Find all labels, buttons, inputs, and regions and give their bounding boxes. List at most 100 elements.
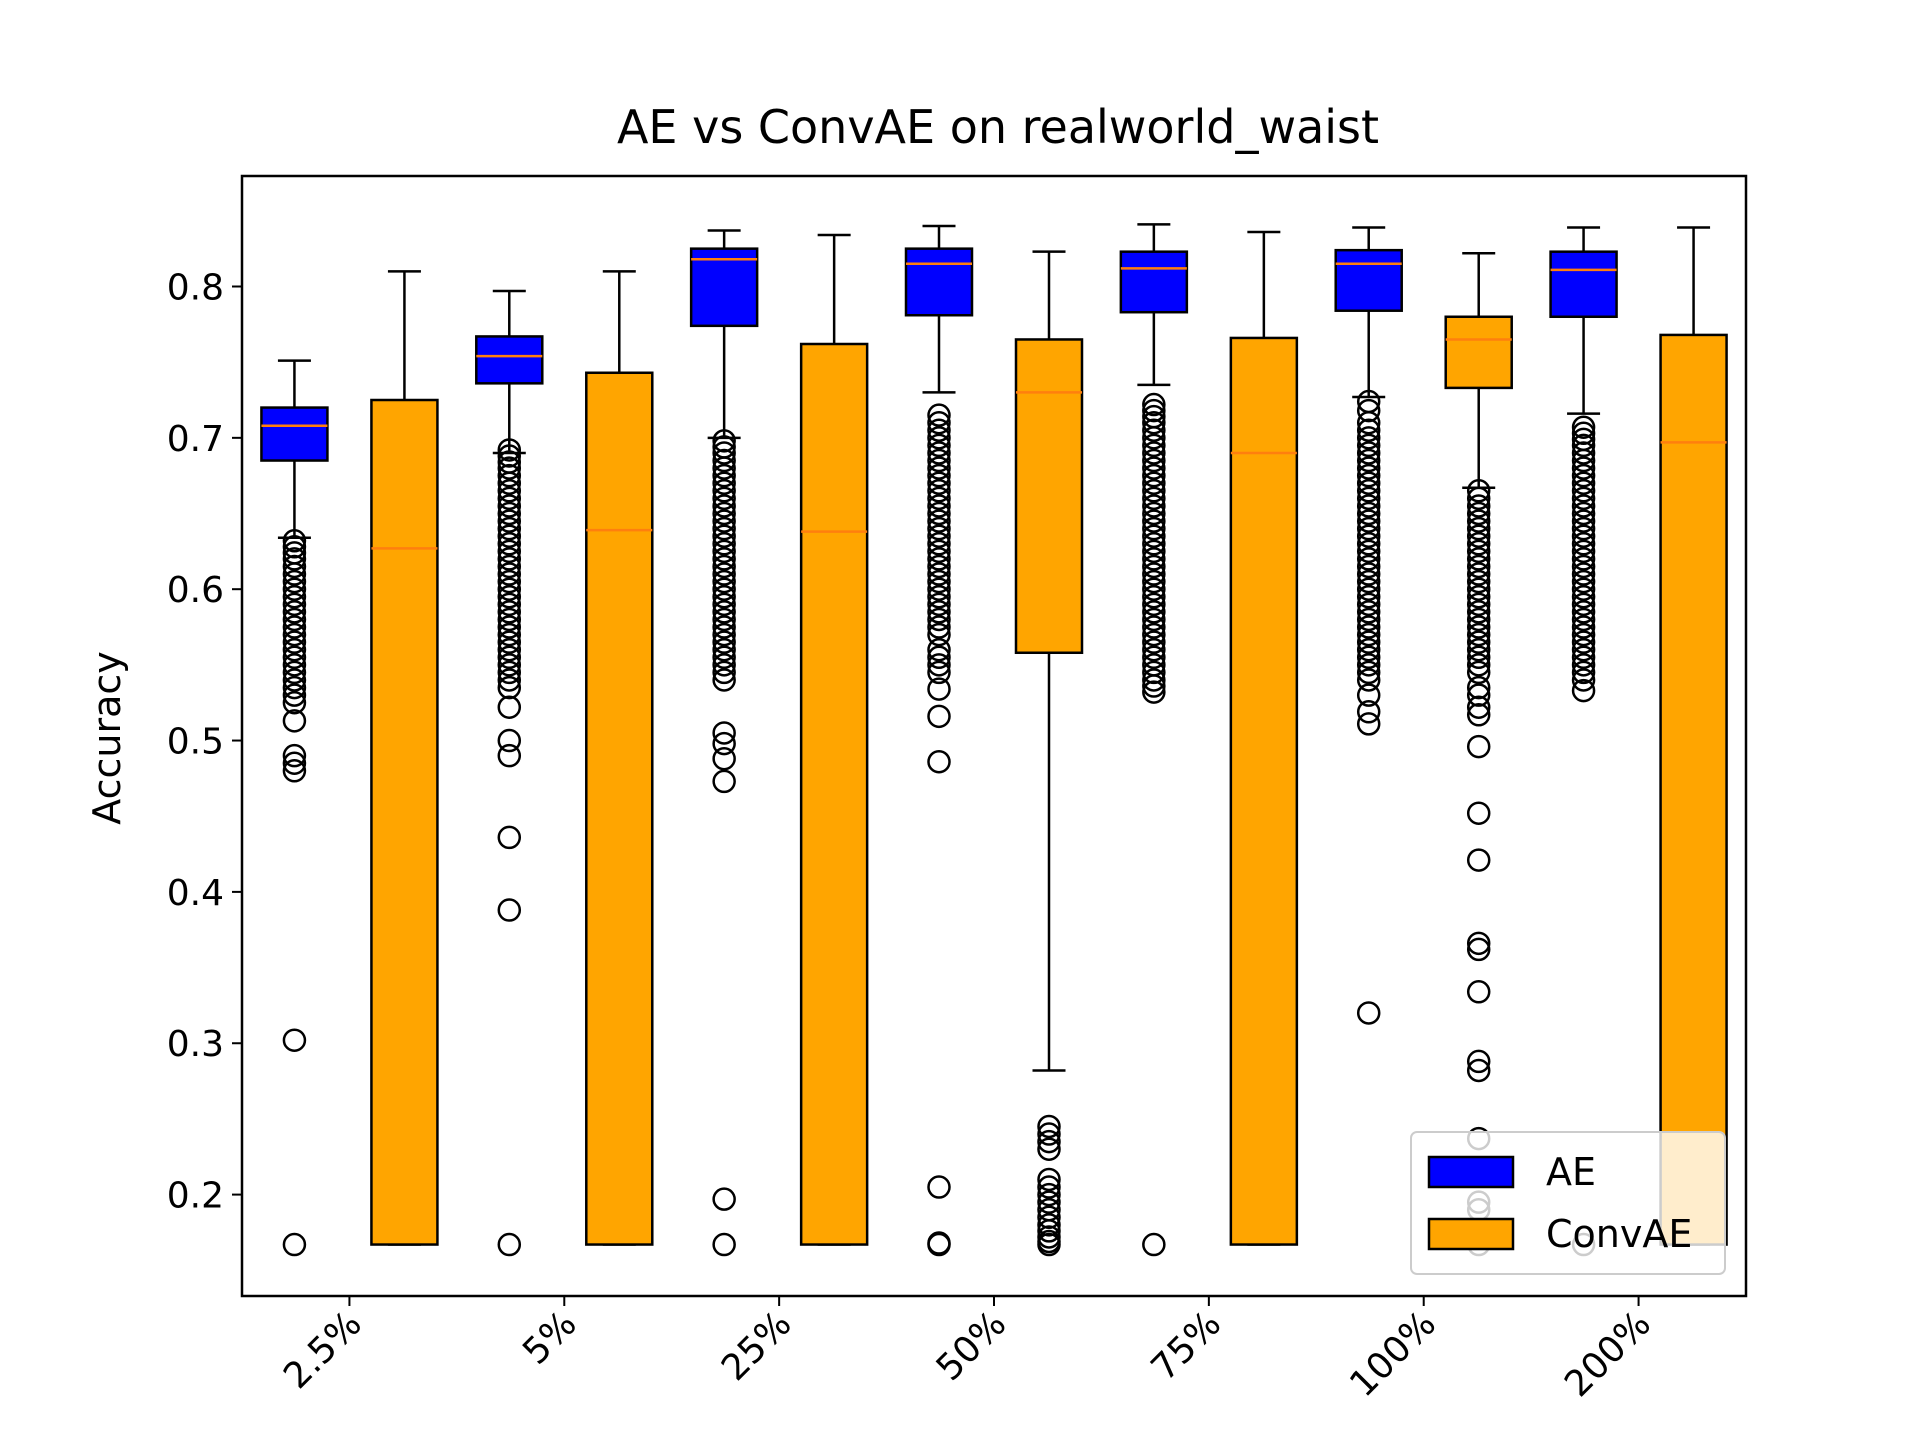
ae-outlier-point	[927, 577, 951, 601]
convae-box-2	[585, 270, 654, 1246]
ae-outlier-point	[712, 592, 736, 617]
ae-outlier-point	[1571, 479, 1596, 503]
convae-outlier-point	[1466, 569, 1491, 594]
ae-outlier-point	[712, 607, 736, 632]
ae-outlier-point	[1356, 554, 1381, 579]
convae-outlier-point	[1466, 931, 1491, 956]
ae-box-1	[260, 359, 329, 1257]
ae-outlier-point	[927, 749, 951, 774]
ae-box-6	[1334, 226, 1403, 1025]
convae-outlier-point	[1466, 562, 1491, 586]
ae-outlier-point	[1571, 577, 1596, 601]
convae-outlier-point	[1466, 937, 1491, 962]
ae-outlier-point	[927, 677, 951, 701]
ae-outlier-point	[282, 554, 307, 579]
ae-outlier-point	[1142, 674, 1166, 698]
ae-outlier-point	[497, 630, 522, 654]
ae-outlier-point	[497, 532, 522, 556]
ae-outlier-point	[282, 668, 307, 692]
ae-outlier-point	[497, 743, 522, 768]
ae-outlier-point	[282, 1028, 307, 1052]
ae-outlier-point	[1571, 554, 1596, 579]
ae-outlier-point	[1571, 494, 1596, 518]
ae-outlier-point	[1142, 562, 1166, 586]
ae-outlier-point	[927, 448, 951, 473]
ae-outlier-point	[927, 569, 951, 594]
ae-outlier-point	[1142, 501, 1166, 526]
y-tick-label: 0.2	[167, 1176, 224, 1217]
ae-outlier-point	[927, 509, 951, 533]
ae-outlier-point	[1356, 547, 1381, 571]
ae-box-7	[1549, 226, 1618, 1257]
ae-outlier-point	[927, 539, 951, 564]
convae-outlier-point	[1037, 1122, 1061, 1146]
ae-outlier-point	[1571, 456, 1596, 480]
ae-outlier-point	[497, 554, 522, 579]
x-tick-label: 2.5%	[276, 1303, 370, 1397]
ae-outlier-point	[497, 479, 522, 503]
ae-outlier-point	[1571, 463, 1596, 488]
ae-outlier-point	[1571, 678, 1596, 703]
ae-outlier-point	[1356, 622, 1381, 647]
ae-outlier-point	[927, 554, 951, 579]
ae-outlier-point	[282, 529, 307, 553]
ae-outlier-point	[1142, 516, 1166, 541]
ae-outlier-point	[927, 532, 951, 556]
convae-outlier-point	[1037, 1205, 1061, 1230]
convae-outlier-point	[1466, 703, 1491, 727]
ae-outlier-point	[712, 547, 736, 571]
ae-outlier-point	[497, 585, 522, 609]
ae-outlier-point	[712, 769, 736, 794]
ae-outlier-point	[497, 577, 522, 601]
y-tick-label: 0.8	[167, 267, 224, 308]
ae-outlier-point	[1356, 524, 1381, 548]
ae-outlier-point	[497, 501, 522, 526]
ae-outlier-point	[497, 444, 522, 468]
ae-outlier-point	[282, 547, 307, 571]
ae-outlier-point	[282, 690, 307, 715]
convae-outlier-point	[1466, 734, 1491, 759]
ae-outlier-point	[497, 645, 522, 670]
ae-outlier-point	[712, 1187, 736, 1211]
ae-outlier-point	[927, 637, 951, 662]
ae-outlier-point	[1142, 630, 1166, 654]
convae-box-6	[1444, 251, 1513, 1257]
convae-outlier-point	[1037, 1167, 1061, 1192]
ae-outlier-point	[1571, 433, 1596, 458]
y-tick-label: 0.4	[167, 873, 224, 914]
ae-outlier-point	[712, 441, 736, 465]
ae-outlier-point	[1142, 585, 1166, 609]
convae-outlier-point	[1037, 1137, 1061, 1161]
legend: AE ConvAE	[1410, 1131, 1726, 1275]
convae-outlier-point	[1037, 1232, 1061, 1257]
ae-outlier-point	[1571, 592, 1596, 617]
x-tick-label: 50%	[929, 1303, 1015, 1389]
ae-outlier-point	[1356, 577, 1381, 601]
ae-outlier-point	[1142, 392, 1166, 417]
ae-outlier-point	[282, 562, 307, 586]
ae-outlier-point	[282, 585, 307, 609]
ae-outlier-point	[927, 479, 951, 503]
ae-outlier-point	[1571, 585, 1596, 609]
ae-outlier-point	[712, 660, 736, 685]
ae-outlier-point	[497, 675, 522, 700]
ae-outlier-point	[282, 751, 307, 775]
convae-box-5	[1229, 230, 1299, 1246]
ae-outlier-point	[927, 592, 951, 617]
ae-outlier-point	[497, 562, 522, 586]
convae-outlier-point	[1466, 547, 1491, 571]
convae-box-body	[799, 342, 869, 1246]
ae-outlier-point	[282, 637, 307, 662]
ae-outlier-point	[1356, 660, 1381, 685]
ae-outlier-point	[1356, 600, 1381, 624]
ae-outlier-point	[712, 494, 736, 518]
ae-outlier-point	[712, 1232, 736, 1257]
y-tick-label: 0.3	[167, 1024, 224, 1065]
ae-outlier-point	[927, 653, 951, 677]
ae-outlier-point	[927, 403, 951, 427]
ae-outlier-point	[1142, 668, 1166, 692]
ae-outlier-point	[712, 516, 736, 541]
ae-outlier-point	[497, 637, 522, 662]
convae-outlier-point	[1466, 554, 1491, 579]
